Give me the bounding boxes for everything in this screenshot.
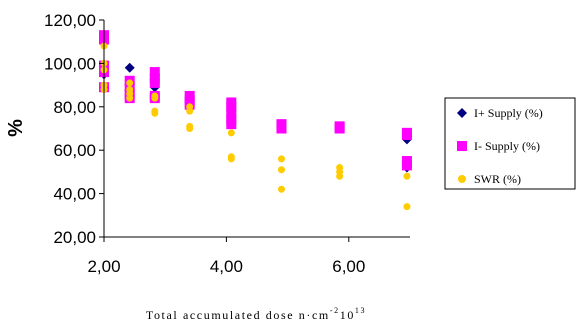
x-tick-label: 6,00 bbox=[332, 257, 365, 276]
y-tick-label: 100,00 bbox=[44, 54, 96, 73]
y-tick-label: 20,00 bbox=[53, 228, 96, 247]
data-point bbox=[126, 79, 134, 87]
data-point bbox=[403, 172, 411, 180]
y-tick-label: 120,00 bbox=[44, 11, 96, 30]
data-point bbox=[277, 155, 285, 163]
data-point bbox=[151, 109, 159, 117]
data-point bbox=[401, 130, 412, 141]
data-point bbox=[336, 172, 344, 180]
data-point bbox=[151, 94, 159, 102]
y-tick-label: 40,00 bbox=[53, 185, 96, 204]
data-point bbox=[401, 160, 412, 171]
data-point bbox=[227, 155, 235, 163]
y-tick-label: 80,00 bbox=[53, 98, 96, 117]
data-point bbox=[226, 101, 237, 112]
x-tick-label: 2,00 bbox=[87, 257, 120, 276]
data-point bbox=[124, 62, 135, 73]
legend: I+ Supply (%) I- Supply (%) SWR (%) bbox=[444, 97, 576, 190]
series-1 bbox=[99, 32, 412, 173]
legend-label: SWR (%) bbox=[474, 172, 521, 186]
data-point bbox=[149, 67, 160, 78]
data-point bbox=[277, 166, 285, 174]
legend-marker bbox=[457, 141, 467, 151]
axes bbox=[103, 20, 410, 238]
data-point bbox=[403, 203, 411, 211]
data-point bbox=[126, 94, 134, 102]
data-point bbox=[186, 125, 194, 132]
y-tick-label: 60,00 bbox=[53, 141, 96, 160]
x-axis-label-mid: 10 bbox=[340, 308, 355, 322]
y-ticks: 20,00 40,00 60,00 80,00 100,00 120,00 bbox=[44, 11, 104, 247]
y-axis-label: % bbox=[5, 119, 27, 137]
x-axis-label-sup1: -2 bbox=[330, 306, 340, 315]
legend-label: I+ Supply (%) bbox=[474, 106, 543, 120]
x-axis-label-main: Total accumulated dose n·cm bbox=[146, 308, 330, 322]
plot-area bbox=[99, 30, 412, 211]
data-point bbox=[277, 185, 285, 193]
x-ticks: 2,00 4,00 6,00 bbox=[87, 237, 365, 276]
x-tick-label: 4,00 bbox=[210, 257, 243, 276]
x-axis-label-sup2: 13 bbox=[355, 306, 366, 315]
data-point bbox=[276, 123, 287, 134]
data-point bbox=[226, 119, 237, 130]
data-point bbox=[186, 107, 194, 115]
series-2 bbox=[99, 30, 412, 171]
legend-marker bbox=[458, 175, 466, 183]
data-point bbox=[149, 77, 160, 88]
data-point bbox=[227, 129, 235, 137]
legend-marker bbox=[457, 108, 467, 118]
legend-label: I- Supply (%) bbox=[474, 139, 540, 153]
x-axis-label: Total accumulated dose n·cm-21013 bbox=[146, 306, 366, 322]
data-point bbox=[226, 108, 237, 119]
data-point bbox=[334, 123, 345, 134]
series-3 bbox=[100, 42, 411, 211]
